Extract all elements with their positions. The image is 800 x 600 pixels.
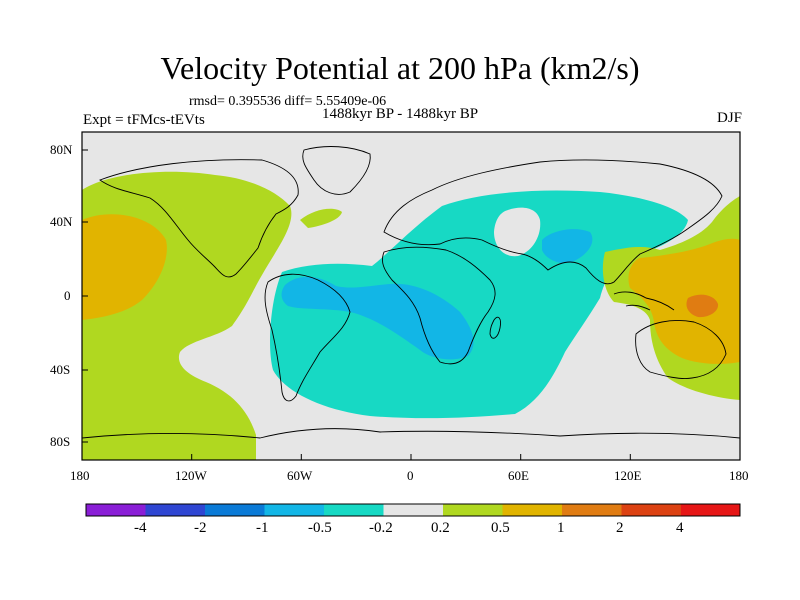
colorbar-box-7 — [443, 504, 503, 516]
coast-australia — [635, 320, 727, 379]
colorbar-box-3 — [205, 504, 265, 516]
coast-north-america — [99, 159, 299, 278]
coast-indonesia — [613, 291, 675, 311]
coast-eurasia — [383, 159, 723, 285]
colorbar-label-9: 2 — [616, 520, 624, 536]
colorbar-label-6: 0.2 — [431, 520, 450, 536]
stats-text: rmsd= 0.395536 diff= 5.55409e-06 — [189, 94, 387, 109]
figure-title: Velocity Potential at 200 hPa (km2/s) — [160, 50, 640, 86]
colorbar-box-9 — [562, 504, 622, 516]
coast-greenland — [302, 146, 371, 195]
contour-region-negative-strong-1 — [281, 276, 474, 360]
colorbar-box-1 — [86, 504, 146, 516]
colorbar-frame — [85, 503, 741, 517]
experiment-label: Expt = tFMcs-tEVts — [83, 112, 205, 128]
colorbar-box-8 — [502, 504, 562, 516]
colorbar-label-7: 0.5 — [491, 520, 510, 536]
period-label: 1488kyr BP - 1488kyr BP — [322, 106, 479, 122]
contour-region-orange-west — [82, 214, 167, 320]
colorbar-label-2: -2 — [194, 520, 207, 536]
lat-label-4: 40S — [50, 362, 71, 377]
contour-region-neutral-hole — [494, 207, 541, 257]
contour-region-darkorange-east — [686, 294, 719, 318]
land-outlines — [82, 146, 740, 439]
coast-south-america — [264, 273, 351, 402]
season-label: DJF — [716, 110, 742, 126]
colorbar-box-11 — [681, 504, 740, 516]
colorbar-label-5: -0.2 — [369, 520, 393, 536]
coast-madagascar — [489, 316, 501, 339]
lat-label-3: 0 — [64, 288, 71, 303]
contour-fields — [82, 146, 740, 460]
lat-label-1: 80N — [50, 142, 73, 157]
contour-region-orange-east — [628, 238, 740, 364]
colorbar-box-4 — [264, 504, 324, 516]
lat-label-2: 40N — [50, 214, 73, 229]
contour-region-green-atlantic — [300, 208, 342, 228]
colorbar-box-2 — [145, 504, 205, 516]
colorbar-box-6 — [383, 504, 443, 516]
lon-label-6: 120E — [614, 468, 642, 483]
lon-label-4: 0 — [407, 468, 414, 483]
lon-label-7: 180 — [729, 468, 749, 483]
colorbar-label-1: -4 — [134, 520, 147, 536]
lon-label-3: 60W — [287, 468, 313, 483]
contour-region-negative-strong-2 — [542, 229, 593, 264]
coast-antarctica — [82, 428, 740, 439]
colorbar — [85, 503, 741, 517]
coast-africa — [381, 246, 496, 365]
colorbar-box-5 — [324, 504, 384, 516]
colorbar-label-8: 1 — [557, 520, 565, 536]
axis-ticks — [81, 149, 741, 460]
lon-label-1: 180 — [70, 468, 90, 483]
lon-label-2: 120W — [175, 468, 207, 483]
lat-label-5: 80S — [50, 434, 71, 449]
colorbar-label-4: -0.5 — [308, 520, 332, 536]
colorbar-label-10: 4 — [676, 520, 684, 536]
colorbar-box-10 — [621, 504, 681, 516]
colorbar-label-3: -1 — [256, 520, 269, 536]
lon-label-5: 60E — [508, 468, 529, 483]
